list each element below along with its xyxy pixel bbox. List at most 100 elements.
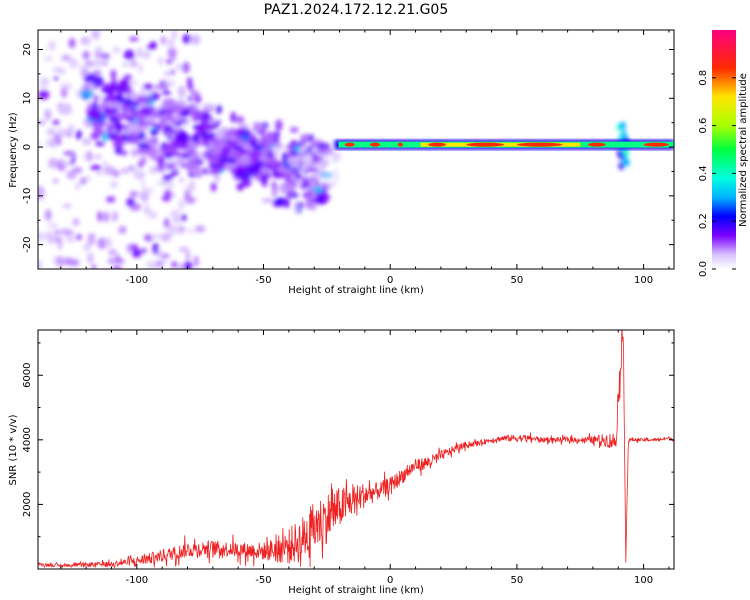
noise-blob [291, 175, 296, 180]
noise-blob [68, 57, 79, 69]
noise-blob [82, 243, 91, 251]
noise-blob [301, 165, 309, 170]
band-blob [110, 69, 117, 81]
band-blob [207, 154, 218, 164]
band-blob [289, 149, 298, 157]
band-blob [193, 94, 202, 104]
noise-blob [40, 78, 50, 83]
noise-blob [108, 248, 117, 256]
noise-blob [38, 231, 46, 242]
noise-blob [170, 172, 176, 177]
noise-blob [178, 263, 185, 269]
spectrogram-ylabel: Frequency (Hz) [8, 112, 19, 188]
band-blob [251, 144, 264, 150]
noise-blob [38, 89, 50, 100]
noise-blob [48, 40, 56, 51]
colorbar-tick-label: 0.2 [698, 213, 709, 229]
noise-blob [38, 141, 41, 148]
colorbar-tick-label: 0.6 [698, 118, 709, 134]
band-blob [90, 133, 97, 140]
band-blob [163, 146, 177, 154]
noise-blob [293, 161, 301, 169]
noise-blob [314, 171, 322, 179]
band-blob [108, 116, 120, 123]
noise-blob [162, 174, 173, 182]
band-blob [138, 130, 146, 141]
noise-blob [158, 56, 164, 66]
band-blob [157, 147, 163, 156]
noise-blob [320, 153, 327, 157]
band-blob [165, 164, 176, 169]
noise-blob [60, 103, 72, 116]
noise-blob [72, 218, 80, 226]
noise-blob [79, 177, 88, 185]
y-tick-label: 10 [22, 92, 33, 105]
y-tick-label: 0 [22, 144, 33, 150]
band-blob [217, 139, 225, 145]
band-blob [201, 133, 216, 140]
band-blob [240, 124, 250, 129]
noise-blob [323, 158, 330, 164]
band-blob [153, 84, 165, 90]
noise-blob [52, 119, 60, 126]
x-tick-label: -100 [125, 275, 148, 286]
noise-blob [292, 156, 300, 162]
noise-blob [86, 175, 91, 180]
band-blob [139, 95, 154, 104]
band-blob [139, 156, 147, 166]
noise-blob [332, 157, 339, 163]
noise-blob [142, 50, 151, 60]
colorbar-gradient [712, 30, 736, 269]
band-blob [271, 181, 277, 190]
band-blob [126, 121, 140, 133]
band-blob [267, 151, 273, 158]
band-blob [176, 156, 184, 165]
noise-blob [82, 50, 90, 60]
band-blob [210, 182, 217, 192]
band-blob [237, 171, 252, 181]
disturbance-blob [622, 156, 629, 165]
noise-blob [111, 46, 122, 54]
noise-blob [174, 63, 185, 71]
noise-blob [186, 82, 194, 90]
band-blob [187, 103, 196, 114]
band-blob [149, 137, 159, 142]
noise-blob [105, 196, 116, 203]
band-blob [92, 100, 98, 112]
band-blob [129, 101, 140, 106]
noise-blob [183, 261, 193, 269]
band-blob [178, 132, 189, 141]
noise-blob [129, 190, 139, 198]
noise-blob [138, 63, 144, 74]
x-tick-label: 50 [511, 275, 524, 286]
noise-blob [85, 38, 91, 47]
snr-plot-area [38, 330, 674, 569]
noise-blob [44, 108, 52, 121]
band-blob [284, 172, 298, 184]
band-blob [87, 109, 96, 118]
band-blob [274, 197, 287, 206]
band-blob [159, 113, 173, 123]
spectrogram-heatmap [38, 30, 674, 269]
noise-blob [160, 35, 167, 45]
band-blob [85, 73, 97, 83]
x-tick-label: 50 [511, 575, 524, 586]
signal-peak [516, 142, 563, 147]
colorbar-tick-label: 0.8 [698, 70, 709, 86]
noise-blob [185, 251, 191, 261]
noise-blob [326, 152, 331, 158]
noise-blob [131, 148, 138, 158]
noise-blob [94, 154, 103, 159]
band-blob [237, 157, 251, 166]
signal-peak [643, 142, 669, 147]
noise-blob [182, 34, 192, 44]
y-tick-label: 2000 [22, 492, 33, 517]
noise-blob [58, 127, 64, 139]
x-tick-label: 100 [634, 275, 653, 286]
noise-blob [56, 105, 64, 112]
noise-blob [304, 144, 308, 151]
snr-panel: -100 -50 0 50 100 2000 4000 6000 Height of stra… [8, 329, 675, 596]
band-blob [286, 190, 298, 195]
noise-blob [92, 57, 104, 68]
noise-blob [171, 30, 178, 40]
